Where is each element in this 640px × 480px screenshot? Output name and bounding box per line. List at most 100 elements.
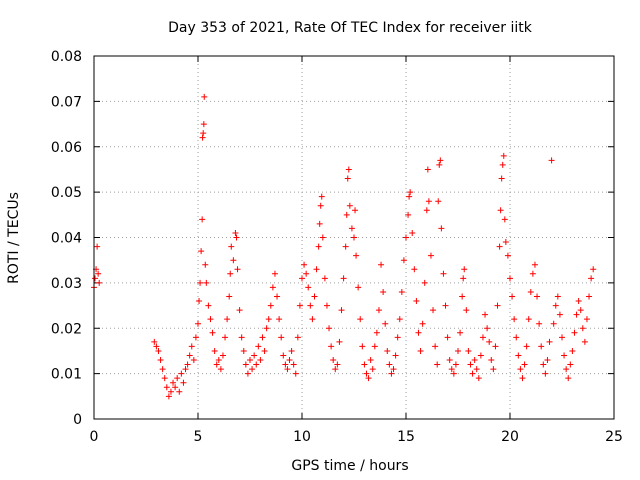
data-point	[255, 343, 262, 350]
data-point	[490, 366, 497, 373]
data-point	[199, 134, 206, 141]
data-point	[413, 298, 420, 305]
data-point	[257, 357, 264, 364]
data-point	[484, 325, 491, 332]
data-point	[170, 379, 177, 386]
data-point	[417, 347, 424, 354]
data-point	[299, 275, 305, 282]
data-point	[500, 152, 507, 159]
data-point	[437, 157, 444, 164]
y-tick-label: 0.06	[51, 140, 82, 156]
data-point	[309, 316, 316, 323]
x-tick-label: 20	[501, 429, 519, 445]
data-point	[269, 284, 276, 291]
data-point	[571, 329, 578, 336]
data-point	[554, 293, 561, 300]
data-point	[94, 243, 101, 250]
data-point	[590, 266, 597, 273]
data-point	[460, 275, 467, 282]
data-point	[396, 316, 403, 323]
x-tick-label: 10	[293, 429, 311, 445]
data-point	[261, 347, 268, 354]
data-point	[184, 361, 191, 368]
data-point	[267, 302, 274, 309]
data-point	[423, 207, 430, 214]
data-point	[330, 357, 337, 364]
data-point	[92, 275, 99, 282]
data-point	[317, 202, 324, 209]
data-point	[538, 343, 545, 350]
data-point	[192, 334, 199, 341]
data-point	[188, 343, 195, 350]
data-point	[345, 166, 352, 173]
data-point	[280, 352, 287, 359]
data-point	[477, 352, 484, 359]
data-point	[552, 302, 559, 309]
data-point	[311, 293, 318, 300]
y-tick-label: 0.05	[51, 185, 82, 201]
data-point	[406, 193, 413, 200]
data-point	[369, 366, 376, 373]
data-point	[263, 325, 270, 332]
data-point	[507, 275, 513, 282]
data-point	[209, 329, 216, 336]
data-point	[559, 334, 565, 341]
data-point	[253, 361, 260, 368]
data-point	[450, 370, 457, 377]
data-point	[271, 270, 278, 277]
data-point	[305, 284, 312, 291]
data-point	[363, 370, 370, 377]
data-point	[357, 316, 364, 323]
data-point	[467, 361, 474, 368]
y-tick-label: 0.07	[51, 94, 82, 110]
data-point	[198, 248, 205, 255]
data-point	[548, 157, 555, 164]
data-point	[201, 93, 208, 100]
data-point	[153, 343, 160, 350]
data-point	[265, 316, 272, 323]
data-point	[465, 347, 472, 354]
data-point	[157, 357, 164, 364]
data-point	[390, 366, 397, 373]
data-point	[471, 357, 478, 364]
data-point	[511, 316, 518, 323]
data-point	[544, 357, 551, 364]
data-point	[313, 266, 320, 273]
data-point	[373, 329, 380, 336]
data-point	[494, 302, 501, 309]
data-point	[421, 279, 428, 286]
data-point	[579, 325, 586, 332]
data-point	[167, 388, 174, 395]
data-point	[415, 329, 422, 336]
data-point	[488, 357, 495, 364]
data-point	[155, 347, 162, 354]
data-point	[190, 357, 197, 364]
y-tick-label: 0.02	[51, 321, 82, 337]
data-point	[207, 316, 214, 323]
data-point	[463, 307, 470, 314]
data-point	[405, 211, 412, 218]
data-point	[498, 175, 505, 182]
data-point	[519, 375, 526, 382]
data-point	[398, 288, 405, 295]
data-point	[424, 166, 431, 173]
data-point	[353, 252, 360, 259]
data-point	[151, 338, 158, 345]
data-point	[336, 338, 343, 345]
data-point	[182, 366, 189, 373]
data-point	[200, 121, 207, 128]
data-point	[219, 352, 226, 359]
data-point	[448, 366, 455, 373]
data-point	[475, 375, 482, 382]
data-point	[502, 239, 509, 246]
data-point	[482, 311, 489, 318]
data-point	[227, 270, 234, 277]
data-point	[515, 352, 522, 359]
data-point	[296, 302, 303, 309]
data-point	[583, 316, 590, 323]
data-point	[440, 270, 447, 277]
data-point	[224, 316, 231, 323]
data-point	[249, 366, 256, 373]
tick-labels: 0 5 10 15 20 25 0 0.01 0.02 0.03 0.04 0.05 0.06 0.07 0…	[51, 49, 623, 445]
